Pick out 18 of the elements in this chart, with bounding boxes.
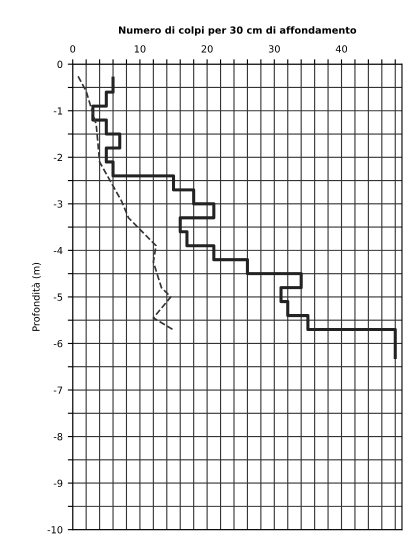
y-tick-label: -10 — [48, 526, 62, 534]
x-tick-label: 0 — [70, 45, 76, 53]
x-tick-label: 20 — [202, 45, 213, 53]
y-tick-label: -3 — [54, 200, 62, 208]
x-tick-label: 30 — [268, 45, 280, 53]
y-tick-label: -1 — [54, 107, 62, 114]
y-tick-label: -2 — [54, 154, 62, 161]
chart-title: Numero di colpi per 30 cm di affondamento — [119, 26, 356, 36]
y-axis-title: Profondità (m) — [32, 262, 41, 331]
x-tick-label: 40 — [336, 45, 348, 53]
y-tick-label: -6 — [54, 340, 62, 348]
y-tick-label: -9 — [54, 480, 62, 487]
y-tick-label: -7 — [54, 386, 62, 394]
y-tick-label: -5 — [54, 294, 62, 301]
y-tick-label: 0 — [57, 60, 62, 68]
y-tick-label: -4 — [54, 246, 62, 254]
x-tick-label: 10 — [134, 45, 146, 53]
y-tick-label: -8 — [54, 433, 62, 440]
